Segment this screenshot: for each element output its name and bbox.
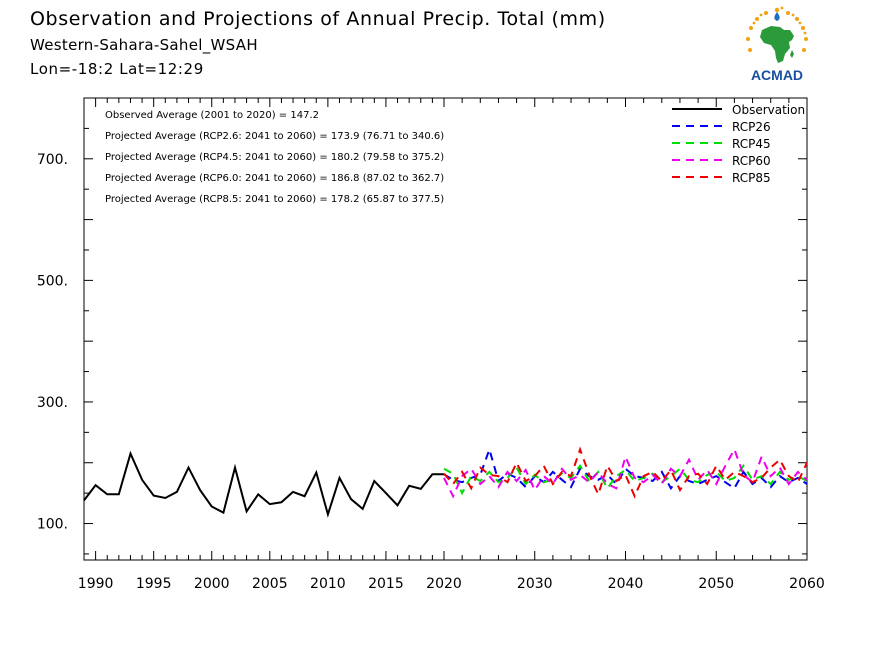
x-tick-label: 2020 bbox=[426, 576, 462, 592]
x-tick-label: 2040 bbox=[608, 576, 644, 592]
y-tick-label: 100. bbox=[37, 517, 68, 533]
legend-label-observation: Observation bbox=[732, 103, 805, 117]
stat-rcp85: Projected Average (RCP8.5: 2041 to 2060)… bbox=[105, 194, 444, 205]
region-label: Western-Sahara-Sahel_WSAH bbox=[30, 36, 258, 54]
legend-label-rcp45: RCP45 bbox=[732, 137, 771, 151]
legend-label-rcp85: RCP85 bbox=[732, 171, 771, 185]
stat-rcp26: Projected Average (RCP2.6: 2041 to 2060)… bbox=[105, 131, 444, 142]
series-lines bbox=[83, 446, 808, 518]
legend-label-rcp26: RCP26 bbox=[732, 120, 771, 134]
series-rcp85-line bbox=[443, 446, 808, 499]
x-tick-label: 2005 bbox=[252, 576, 288, 592]
acmad-logo: ACMAD bbox=[746, 6, 808, 83]
y-tick-label: 300. bbox=[37, 395, 68, 411]
chart-title: Observation and Projections of Annual Pr… bbox=[30, 8, 606, 30]
legend-label-rcp60: RCP60 bbox=[732, 154, 771, 168]
africa-sun-logo-icon bbox=[746, 6, 808, 63]
logo-text: ACMAD bbox=[751, 67, 803, 83]
stat-rcp60: Projected Average (RCP6.0: 2041 to 2060)… bbox=[105, 173, 444, 184]
y-axis-labels: 100. 300. 500. 700. bbox=[37, 152, 68, 533]
x-tick-label: 2050 bbox=[698, 576, 734, 592]
series-observation-line bbox=[83, 450, 444, 518]
coordinates-label: Lon=-18:2 Lat=12:29 bbox=[30, 60, 204, 78]
series-rcp60-line bbox=[443, 446, 808, 499]
x-tick-label: 2010 bbox=[310, 576, 346, 592]
x-tick-label: 2000 bbox=[194, 576, 230, 592]
stat-rcp45: Projected Average (RCP4.5: 2041 to 2060)… bbox=[105, 152, 444, 163]
stat-observed: Observed Average (2001 to 2020) = 147.2 bbox=[105, 110, 319, 121]
y-tick-label: 700. bbox=[37, 152, 68, 168]
legend: Observation RCP26 RCP45 RCP60 RCP85 bbox=[672, 103, 805, 185]
plot-frame bbox=[83, 97, 808, 561]
y-tick-label: 500. bbox=[37, 273, 68, 289]
axis-ticks bbox=[84, 98, 808, 560]
x-axis-labels: 1990 1995 2000 2005 2010 2015 2020 2030 2040 2050… bbox=[78, 576, 825, 592]
x-tick-label: 2030 bbox=[517, 576, 553, 592]
x-tick-label: 2060 bbox=[789, 576, 825, 592]
x-tick-label: 1990 bbox=[78, 576, 114, 592]
x-tick-label: 2015 bbox=[368, 576, 404, 592]
x-tick-label: 1995 bbox=[136, 576, 172, 592]
statistics-block: Observed Average (2001 to 2020) = 147.2 … bbox=[105, 110, 444, 205]
